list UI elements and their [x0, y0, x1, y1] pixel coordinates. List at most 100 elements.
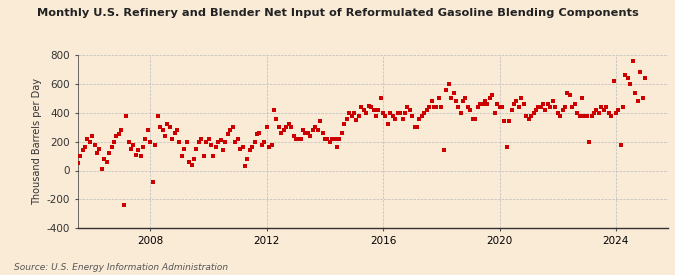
- Point: [630, 90, 641, 95]
- Point: [80, 145, 90, 150]
- Point: [581, 113, 592, 118]
- Point: [77, 148, 88, 152]
- Point: [555, 113, 566, 118]
- Point: [526, 113, 537, 118]
- Point: [485, 96, 495, 101]
- Point: [307, 128, 318, 132]
- Point: [344, 111, 354, 115]
- Y-axis label: Thousand Barrels per Day: Thousand Barrels per Day: [32, 78, 43, 205]
- Point: [249, 139, 260, 144]
- Point: [153, 113, 163, 118]
- Point: [334, 137, 345, 141]
- Point: [194, 139, 205, 144]
- Point: [552, 111, 563, 115]
- Point: [610, 111, 621, 115]
- Point: [470, 116, 481, 121]
- Point: [392, 111, 403, 115]
- Point: [358, 108, 369, 112]
- Point: [208, 154, 219, 158]
- Point: [244, 148, 255, 152]
- Point: [230, 139, 241, 144]
- Point: [336, 131, 347, 135]
- Point: [109, 139, 119, 144]
- Point: [247, 145, 258, 150]
- Point: [201, 139, 212, 144]
- Point: [608, 79, 619, 83]
- Point: [616, 142, 626, 147]
- Point: [327, 137, 338, 141]
- Point: [465, 108, 476, 112]
- Point: [70, 160, 81, 164]
- Point: [276, 131, 287, 135]
- Point: [456, 111, 466, 115]
- Point: [286, 125, 296, 130]
- Point: [535, 105, 546, 109]
- Point: [237, 145, 248, 150]
- Point: [479, 99, 490, 103]
- Point: [387, 113, 398, 118]
- Point: [165, 125, 176, 130]
- Point: [436, 105, 447, 109]
- Point: [205, 142, 216, 147]
- Point: [215, 138, 226, 142]
- Point: [329, 137, 340, 141]
- Point: [179, 147, 190, 151]
- Point: [68, 157, 78, 161]
- Point: [133, 148, 144, 152]
- Point: [123, 139, 134, 144]
- Point: [310, 125, 321, 130]
- Point: [545, 105, 556, 109]
- Point: [74, 154, 85, 158]
- Point: [637, 96, 648, 101]
- Point: [290, 137, 301, 141]
- Point: [346, 113, 357, 118]
- Point: [111, 134, 122, 138]
- Point: [342, 116, 352, 121]
- Point: [196, 137, 207, 141]
- Point: [460, 96, 471, 101]
- Point: [227, 125, 238, 130]
- Point: [284, 122, 294, 127]
- Point: [84, 139, 95, 144]
- Point: [191, 147, 202, 151]
- Point: [538, 102, 549, 106]
- Point: [640, 76, 651, 80]
- Point: [140, 137, 151, 141]
- Point: [348, 111, 359, 115]
- Point: [351, 118, 362, 122]
- Point: [261, 125, 272, 130]
- Point: [589, 111, 599, 115]
- Point: [421, 108, 432, 112]
- Point: [142, 128, 153, 132]
- Point: [462, 105, 473, 109]
- Point: [118, 203, 129, 207]
- Point: [145, 139, 156, 144]
- Point: [593, 111, 604, 115]
- Point: [584, 139, 595, 144]
- Point: [259, 139, 270, 144]
- Point: [383, 122, 394, 127]
- Point: [623, 76, 634, 80]
- Point: [579, 113, 590, 118]
- Point: [397, 116, 408, 121]
- Text: Source: U.S. Energy Information Administration: Source: U.S. Energy Information Administ…: [14, 263, 227, 272]
- Point: [375, 96, 386, 101]
- Point: [361, 111, 372, 115]
- Point: [477, 102, 488, 106]
- Point: [533, 105, 543, 109]
- Point: [267, 142, 277, 147]
- Point: [223, 132, 234, 137]
- Point: [458, 99, 468, 103]
- Point: [518, 102, 529, 106]
- Point: [281, 125, 292, 130]
- Point: [540, 108, 551, 112]
- Point: [598, 108, 609, 112]
- Point: [293, 137, 304, 141]
- Point: [269, 108, 279, 112]
- Point: [240, 164, 250, 168]
- Point: [492, 102, 503, 106]
- Point: [176, 154, 187, 158]
- Point: [319, 137, 330, 141]
- Point: [395, 111, 406, 115]
- Text: Monthly U.S. Refinery and Blender Net Input of Reformulated Gasoline Blending Co: Monthly U.S. Refinery and Blender Net In…: [36, 8, 639, 18]
